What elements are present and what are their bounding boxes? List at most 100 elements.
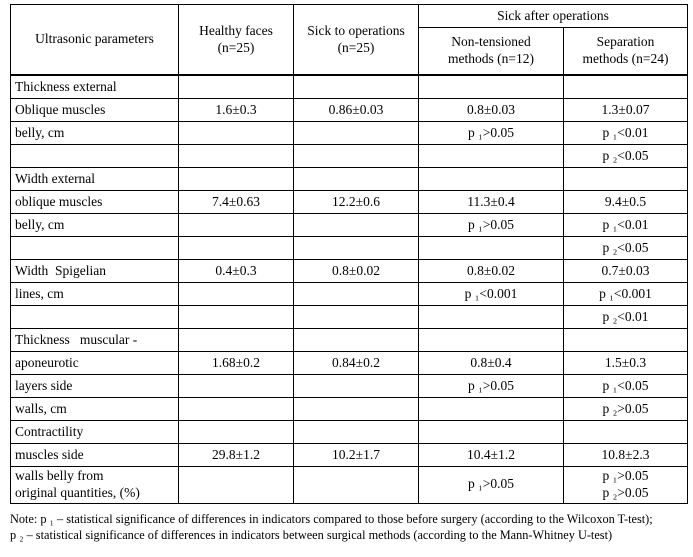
header-sick-after-operations: Sick after operations (418, 4, 688, 28)
value-cell (418, 236, 564, 260)
value-cell (293, 213, 419, 237)
value-cell: 0.7±0.03 (563, 259, 688, 283)
value-cell: p ₁>0.05 (418, 374, 564, 398)
value-cell (293, 144, 419, 168)
table-row: Thickness external (10, 74, 688, 99)
ultrasonic-parameters-table: Ultrasonic parameters Healthy faces (n=2… (10, 4, 688, 504)
value-cell: p ₁>0.05 (418, 466, 564, 504)
value-cell (178, 397, 294, 421)
header-separation-methods: Separation methods (n=24) (563, 27, 688, 76)
parameter-cell: belly, cm (10, 213, 179, 237)
table-row: Thickness muscular - (10, 328, 688, 352)
value-cell: p ₁>0.05 (418, 213, 564, 237)
table-header: Ultrasonic parameters Healthy faces (n=2… (10, 4, 688, 76)
value-cell (293, 397, 419, 421)
table-row: walls belly from original quantities, (%… (10, 466, 688, 504)
value-cell (293, 167, 419, 191)
header-healthy-faces: Healthy faces (n=25) (178, 4, 294, 76)
note: Note: p ₁ – statistical significance of … (10, 511, 692, 543)
parameter-cell: walls, cm (10, 397, 179, 421)
value-cell (178, 144, 294, 168)
parameter-cell: belly, cm (10, 121, 179, 145)
value-cell (418, 420, 564, 444)
table-row: belly, cm p ₁>0.05 p ₁<0.01 (10, 121, 688, 145)
value-cell: p ₁>0.05 (418, 121, 564, 145)
value-cell: p ₂<0.05 (563, 236, 688, 260)
table-row: Oblique muscles 1.6±0.3 0.86±0.03 0.8±0.03 1… (10, 98, 688, 122)
value-cell (563, 74, 688, 99)
table-row: Width Spigelian 0.4±0.3 0.8±0.02 0.8±0.02 0.… (10, 259, 688, 283)
table-row: p ₂<0.01 (10, 305, 688, 329)
value-cell (293, 328, 419, 352)
value-cell (178, 305, 294, 329)
table-row: Width external (10, 167, 688, 191)
parameter-cell: Oblique muscles (10, 98, 179, 122)
value-cell (178, 74, 294, 99)
header-non-tensioned-methods: Non-tensioned methods (n=12) (418, 27, 564, 76)
value-cell (418, 328, 564, 352)
value-cell: 0.8±0.02 (418, 259, 564, 283)
value-cell (293, 420, 419, 444)
value-cell (293, 466, 419, 504)
value-cell: 12.2±0.6 (293, 190, 419, 214)
value-cell (293, 305, 419, 329)
value-cell: 1.5±0.3 (563, 351, 688, 375)
parameter-cell: oblique muscles (10, 190, 179, 214)
parameter-cell: Thickness muscular - (10, 328, 179, 352)
value-cell: p ₁<0.001 (563, 282, 688, 306)
value-cell: 29.8±1.2 (178, 443, 294, 467)
value-cell (178, 167, 294, 191)
value-cell: 10.4±1.2 (418, 443, 564, 467)
table-row: Contractility (10, 420, 688, 444)
table-row: belly, cm p ₁>0.05 p ₁<0.01 (10, 213, 688, 237)
value-cell (178, 121, 294, 145)
value-cell: 0.84±0.2 (293, 351, 419, 375)
value-cell: 0.4±0.3 (178, 259, 294, 283)
parameter-cell: walls belly from original quantities, (%… (10, 466, 179, 504)
parameter-cell (10, 305, 179, 329)
value-cell (418, 167, 564, 191)
table-row: aponeurotic 1.68±0.2 0.84±0.2 0.8±0.4 1.5±0.… (10, 351, 688, 375)
table-row: lines, cm p ₁<0.001 p ₁<0.001 (10, 282, 688, 306)
value-cell: 10.2±1.7 (293, 443, 419, 467)
value-cell (563, 420, 688, 444)
note-line-1: Note: p ₁ – statistical significance of … (10, 511, 653, 526)
table-body: Thickness external Oblique muscles 1.6±0.3… (10, 74, 688, 504)
header-ultrasonic-parameters: Ultrasonic parameters (10, 4, 179, 76)
value-cell: p ₂<0.01 (563, 305, 688, 329)
table-row: p ₂<0.05 (10, 236, 688, 260)
value-cell (293, 236, 419, 260)
parameter-cell: muscles side (10, 443, 179, 467)
table-row: layers side p ₁>0.05 p ₁<0.05 (10, 374, 688, 398)
table-row: walls, cm p ₂>0.05 (10, 397, 688, 421)
value-cell (178, 282, 294, 306)
value-cell (178, 420, 294, 444)
parameter-cell: Width external (10, 167, 179, 191)
value-cell: 1.68±0.2 (178, 351, 294, 375)
value-cell: p ₂>0.05 (563, 397, 688, 421)
value-cell (178, 236, 294, 260)
table-row: p ₂<0.05 (10, 144, 688, 168)
value-cell: p ₁<0.001 (418, 282, 564, 306)
value-cell: p ₁>0.05 p ₂>0.05 (563, 466, 688, 504)
value-cell: 11.3±0.4 (418, 190, 564, 214)
value-cell: 10.8±2.3 (563, 443, 688, 467)
note-line-2: p ₂ – statistical significance of differ… (10, 527, 613, 542)
value-cell: 0.8±0.4 (418, 351, 564, 375)
value-cell: p ₁<0.05 (563, 374, 688, 398)
table-row: oblique muscles 7.4±0.63 12.2±0.6 11.3±0.4 9… (10, 190, 688, 214)
value-cell (178, 328, 294, 352)
value-cell: 7.4±0.63 (178, 190, 294, 214)
header-sick-to-operations: Sick to operations (n=25) (293, 4, 419, 76)
parameter-cell: lines, cm (10, 282, 179, 306)
header-row-1: Ultrasonic parameters Healthy faces (n=2… (10, 4, 688, 76)
value-cell: 0.8±0.03 (418, 98, 564, 122)
value-cell: 9.4±0.5 (563, 190, 688, 214)
value-cell (293, 282, 419, 306)
parameter-cell: Width Spigelian (10, 259, 179, 283)
parameter-cell: aponeurotic (10, 351, 179, 375)
value-cell: p ₁<0.01 (563, 213, 688, 237)
header-row-2: Non-tensioned methods (n=12) Separation … (11, 27, 688, 76)
value-cell: p ₂<0.05 (563, 144, 688, 168)
